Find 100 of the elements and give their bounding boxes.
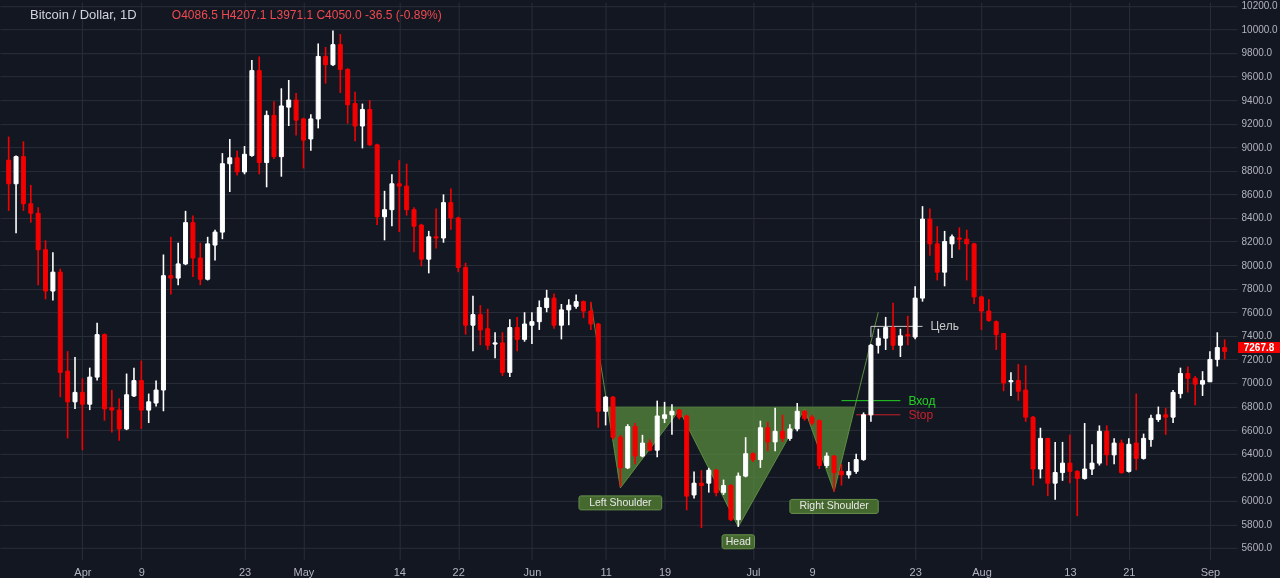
candlestick [853, 452, 859, 475]
y-tick-label: 7800.0 [1241, 283, 1273, 295]
y-tick-label: 7600.0 [1241, 306, 1273, 318]
candlestick [1104, 424, 1110, 467]
candlestick [588, 300, 594, 331]
candlestick [286, 79, 292, 127]
y-tick-label: 9600.0 [1241, 70, 1273, 82]
candlestick [330, 29, 336, 67]
series-label: Вход [908, 393, 936, 408]
annotation: Head [725, 535, 751, 547]
candlestick [964, 228, 970, 282]
candlestick [1067, 434, 1073, 484]
candlestick [1163, 406, 1169, 436]
candlestick [50, 251, 56, 302]
candlestick [558, 303, 564, 341]
candlestick [1089, 443, 1095, 476]
candlestick [713, 468, 719, 497]
candlestick [79, 377, 85, 451]
candlestick [212, 228, 218, 262]
candlestick [300, 116, 306, 170]
candlestick [1133, 392, 1139, 471]
candlestick [1111, 437, 1117, 466]
candlestick [146, 392, 152, 424]
y-tick-label: 5600.0 [1241, 542, 1273, 554]
candlestick [529, 311, 535, 345]
candlestick [28, 184, 34, 224]
candlestick [743, 436, 749, 479]
candlestick [566, 298, 572, 327]
chart-title: Bitcoin / Dollar, 1D [29, 7, 137, 23]
candlestick [131, 366, 137, 398]
candlestick [396, 159, 402, 233]
candlestick [485, 307, 491, 351]
candlestick [838, 463, 844, 487]
x-tick-label: 11 [600, 566, 612, 579]
candlestick [404, 162, 410, 217]
candlestick [514, 316, 520, 352]
candlestick [1185, 365, 1191, 394]
candlestick [352, 91, 358, 143]
candlestick [1192, 375, 1198, 407]
annotation: Left Shoulder [589, 496, 653, 508]
y-tick-label: 7400.0 [1241, 330, 1273, 342]
candlestick [1052, 441, 1058, 501]
candlestick [1141, 432, 1147, 461]
candlestick [492, 331, 498, 360]
candlestick [1060, 441, 1066, 482]
candlestick [1082, 422, 1088, 481]
y-tick-label: 9200.0 [1241, 118, 1273, 130]
candlestick [698, 469, 704, 529]
candlestick [1207, 350, 1213, 383]
candlestick [6, 135, 12, 212]
candlestick [1074, 469, 1080, 517]
y-tick-label: 7000.0 [1241, 377, 1273, 389]
text: O4086.5 H4207.1 L3971.1 C4050.0 -36.5 (-0.89%) [171, 8, 442, 23]
candlestick [1015, 363, 1021, 402]
candlestick [1148, 414, 1154, 448]
candlestick [765, 421, 771, 453]
candlestick [993, 319, 999, 351]
candlestick [890, 302, 896, 351]
annotation: Right Shoulder [799, 500, 870, 512]
candlestick [234, 149, 240, 177]
candlestick [905, 314, 911, 347]
candlestick [1008, 371, 1014, 397]
y-tick-label: 8200.0 [1241, 236, 1273, 248]
x-tick-label: May [293, 566, 315, 579]
candlestick [986, 298, 992, 323]
candlestick [1200, 370, 1206, 397]
x-tick-label: 23 [909, 566, 922, 579]
candlestick [706, 467, 712, 494]
candlestick [448, 187, 454, 231]
y-tick-label: 6000.0 [1241, 495, 1273, 507]
y-tick-label: 10200.0 [1241, 0, 1279, 12]
x-tick-label: 13 [1064, 566, 1077, 579]
candlestick [875, 327, 881, 355]
y-tick-label: 10000.0 [1241, 23, 1279, 35]
y-tick-label: 7200.0 [1241, 353, 1273, 365]
y-tick-label: 8800.0 [1241, 165, 1273, 177]
x-tick-label: Apr [74, 566, 92, 579]
candlestick [72, 356, 78, 410]
candlestick [794, 402, 800, 433]
y-tick-label: 6800.0 [1241, 401, 1273, 413]
candlestick [168, 236, 174, 296]
x-tick-label: 9 [138, 566, 145, 579]
x-tick-label: 21 [1123, 566, 1136, 579]
candlestick [883, 316, 889, 351]
candlestick [477, 304, 483, 347]
y-tick-label: 8000.0 [1241, 259, 1273, 271]
candlestick [536, 299, 542, 331]
x-tick-label: Jun [523, 566, 542, 579]
candlestick [411, 206, 417, 253]
y-tick-label: 8400.0 [1241, 212, 1273, 224]
candlestick [470, 294, 476, 352]
candlestick [382, 190, 388, 242]
candlestick [153, 379, 159, 408]
candlestick [308, 113, 314, 152]
candlestick [197, 241, 203, 286]
y-tick-label: 5800.0 [1241, 518, 1273, 530]
candlestick [242, 145, 248, 176]
candlestick [1214, 331, 1220, 368]
x-tick-label: 23 [238, 566, 252, 579]
candlestick [109, 389, 115, 434]
